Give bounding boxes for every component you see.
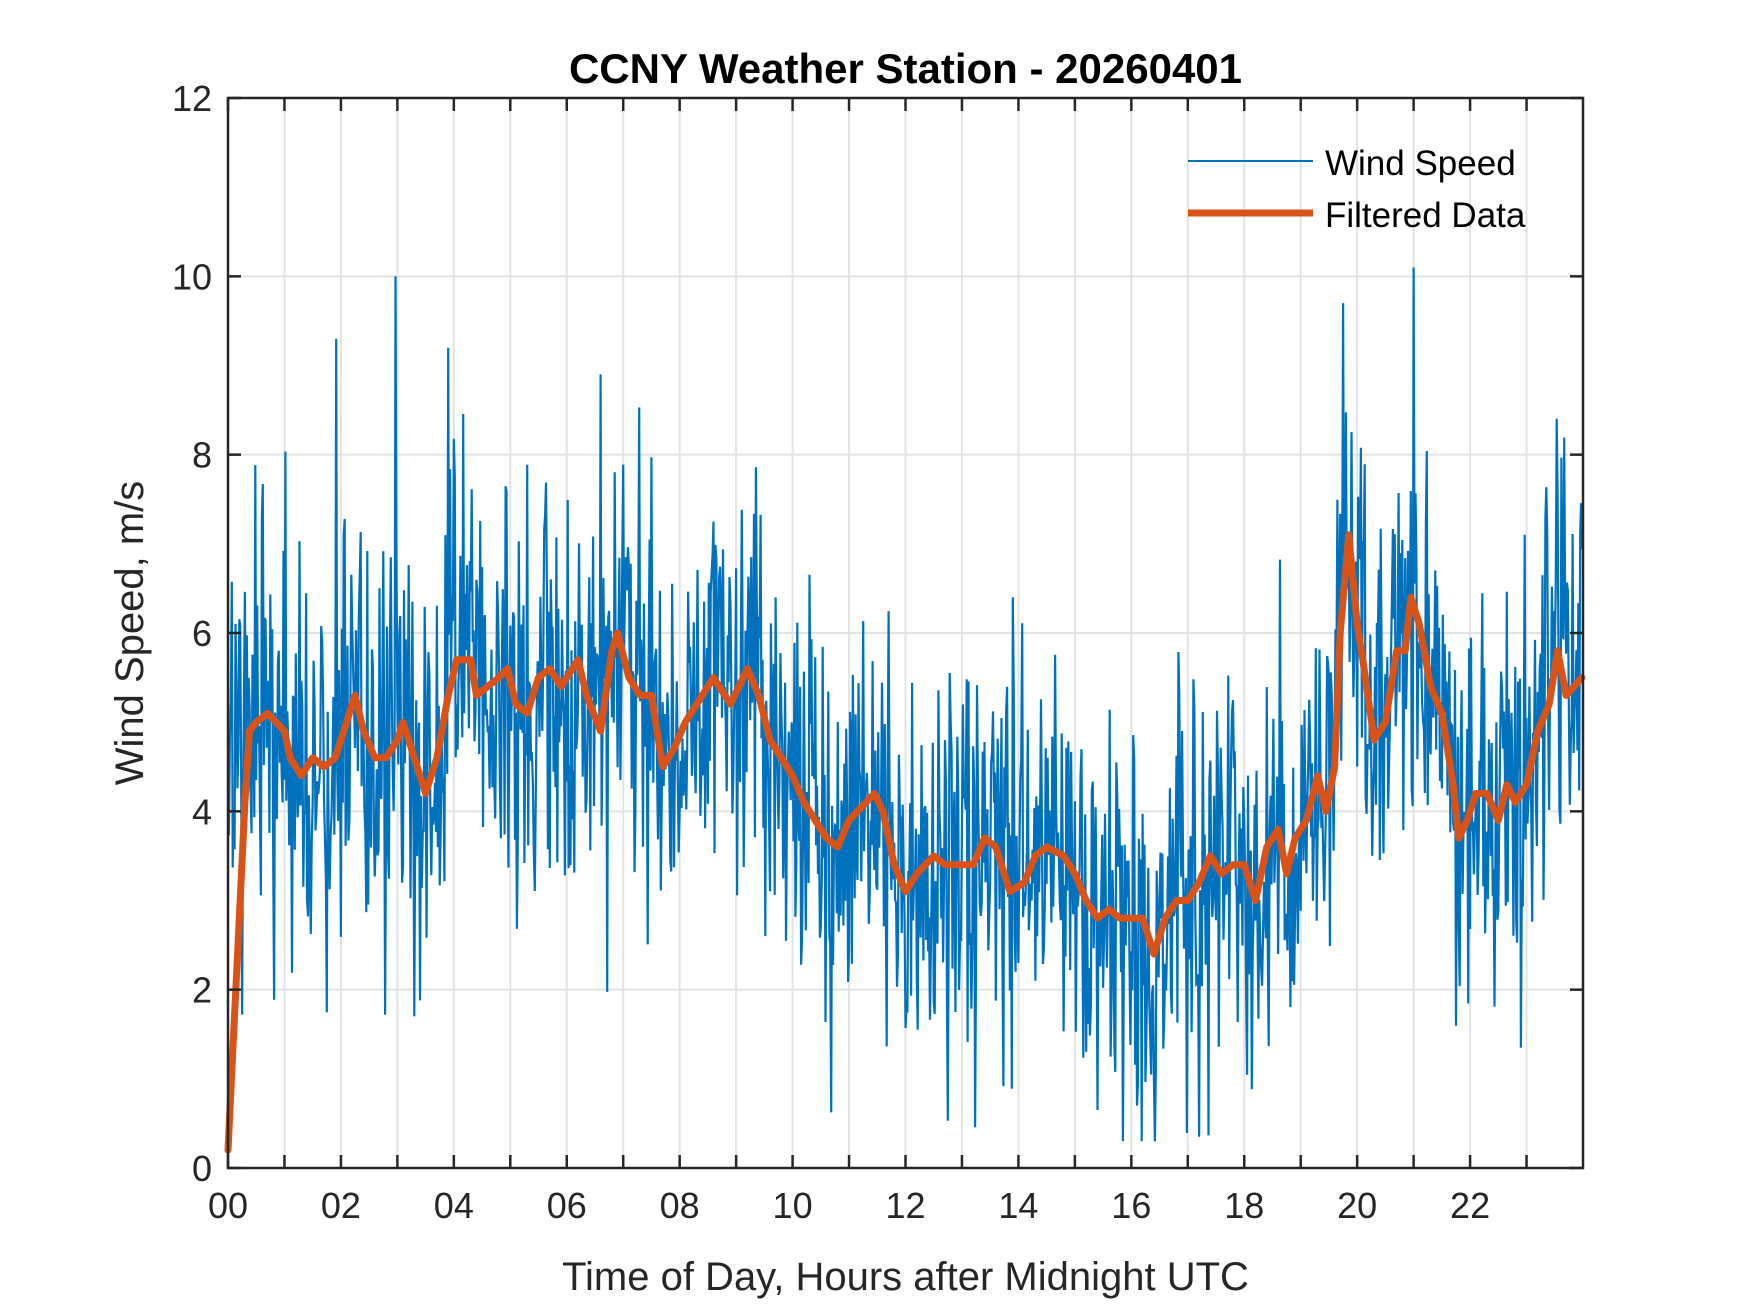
- legend: Wind Speed Filtered Data: [1188, 144, 1526, 235]
- x-tick-label: 22: [1450, 1185, 1490, 1226]
- x-tick-label: 16: [1111, 1185, 1151, 1226]
- filtered-data-series: [224, 531, 1586, 1154]
- x-tick-label: 00: [208, 1185, 248, 1226]
- x-tick-label: 14: [998, 1185, 1038, 1226]
- x-tick-label: 12: [885, 1185, 925, 1226]
- x-tick-label: 02: [321, 1185, 361, 1226]
- y-tick-label: 6: [192, 613, 212, 654]
- filtered-data-line: [224, 531, 1586, 1154]
- y-tick-label: 0: [192, 1148, 212, 1189]
- y-tick-label: 10: [172, 256, 212, 297]
- x-tick-label: 20: [1337, 1185, 1377, 1226]
- x-tick-label: 08: [660, 1185, 700, 1226]
- x-tick-label: 10: [773, 1185, 813, 1226]
- legend-label-wind-speed: Wind Speed: [1325, 144, 1516, 183]
- x-tick-label: 18: [1224, 1185, 1264, 1226]
- legend-label-filtered-data: Filtered Data: [1325, 196, 1526, 235]
- x-axis-label: Time of Day, Hours after Midnight UTC: [562, 1255, 1249, 1299]
- y-axis-label: Wind Speed, m/s: [108, 481, 152, 786]
- axes: [226, 96, 1585, 1170]
- x-tick-label: 04: [434, 1185, 474, 1226]
- y-tick-label: 4: [192, 791, 212, 832]
- chart-title: CCNY Weather Station - 20260401: [569, 45, 1242, 92]
- y-tick-label: 8: [192, 435, 212, 476]
- x-tick-label: 06: [547, 1185, 587, 1226]
- y-tick-label: 12: [172, 78, 212, 119]
- y-tick-label: 2: [192, 970, 212, 1011]
